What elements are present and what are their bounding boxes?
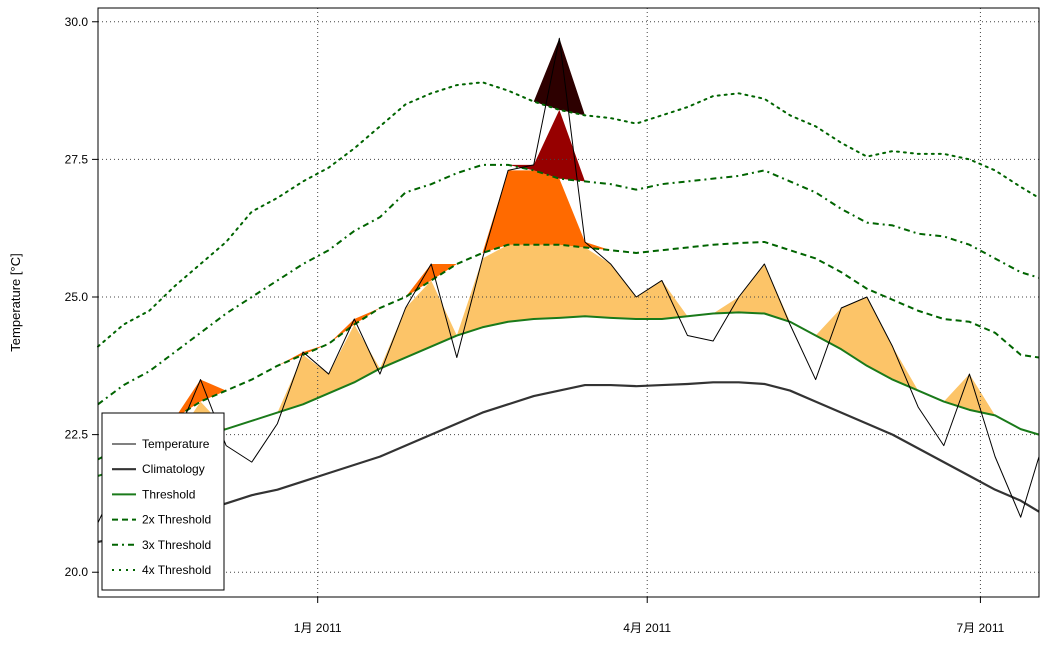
y-tick-label: 20.0 [65,565,89,579]
band-fill-3x-threshold-4x-threshold [98,109,1039,405]
grid-layer [98,8,1039,597]
series-line-climatology [97,381,1040,544]
x-tick-label: 1月 2011 [294,621,342,635]
y-tick-label: 27.5 [65,152,89,166]
x-tick-label: 7月 2011 [957,621,1005,635]
legend-label-temperature: Temperature [142,437,210,451]
series-line-threshold [97,311,1040,477]
x-tick-label: 4月 2011 [623,621,671,635]
legend-label-climatology: Climatology [142,462,205,476]
band-fill-2x-threshold-3x-threshold [98,170,1039,460]
series-line-3x-threshold [97,163,1040,406]
y-tick-label: 30.0 [65,15,89,29]
series-line-temperature [97,37,1040,523]
band-fill-threshold-2x-threshold [98,244,1039,476]
legend-label-2x-threshold: 2x Threshold [142,513,211,527]
series-line-4x-threshold [97,81,1040,348]
plot-frame [97,7,1040,598]
axis-layer: 20.0 22.5 25.0 27.5 30.0 1月 2011 4月 2011 7月 201… [65,15,1005,635]
legend-box [101,412,225,591]
plot-fills [98,38,1039,476]
legend-label-4x-threshold: 4x Threshold [142,563,211,577]
y-axis-title: Temperature [°C] [8,253,23,351]
y-tick-label: 25.0 [65,290,89,304]
band-fill-4x-threshold-above [98,38,1039,347]
legend: Temperature Climatology Threshold 2x Thresh… [101,412,225,591]
y-tick-label: 22.5 [65,428,89,442]
lines-layer [97,37,1040,544]
legend-label-3x-threshold: 3x Threshold [142,538,211,552]
legend-label-threshold: Threshold [142,487,195,501]
